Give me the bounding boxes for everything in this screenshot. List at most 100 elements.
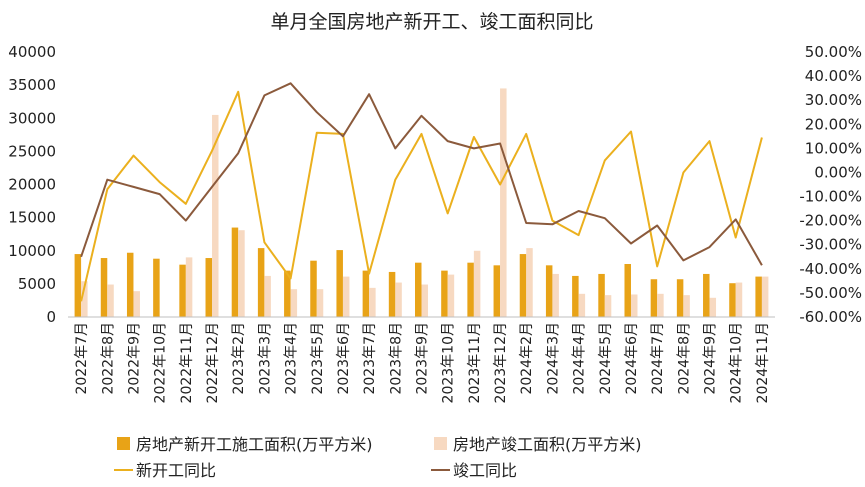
- bar-new-start-area: [153, 258, 160, 317]
- bar-completed-area: [133, 291, 140, 317]
- left-tick-label: 5000: [18, 275, 56, 293]
- bar-new-start-area: [179, 264, 186, 317]
- x-tick-label: 2022年8月: [100, 322, 116, 395]
- bar-new-start-area: [467, 262, 474, 317]
- left-tick-label: 20000: [8, 176, 56, 194]
- bar-new-start-area: [676, 279, 684, 317]
- legend-swatch-new-start-area: [117, 437, 130, 450]
- bar-new-start-area: [310, 260, 317, 317]
- legend-label-new-start-area: 房地产新开工施工面积(万平方米): [136, 435, 373, 454]
- bar-new-start-area: [650, 279, 658, 317]
- x-tick-label: 2023年3月: [257, 322, 273, 395]
- bar-completed-area: [526, 248, 533, 317]
- bar-new-start-area: [388, 271, 396, 317]
- right-tick-label: 20.00%: [805, 115, 862, 133]
- right-tick-label: -60.00%: [799, 308, 862, 326]
- legend-label-completion-yoy: 竣工同比: [453, 461, 517, 480]
- bar-completed-area: [657, 293, 664, 317]
- x-tick-label: 2022年11月: [179, 322, 195, 403]
- legend-swatch-completed-area: [434, 437, 447, 450]
- bar-completed-area: [185, 257, 193, 317]
- x-tick-label: 2023年8月: [388, 322, 404, 395]
- legend-label-completed-area: 房地产竣工面积(万平方米): [453, 435, 642, 454]
- x-tick-label: 2024年6月: [624, 322, 640, 395]
- right-tick-label: 30.00%: [805, 91, 862, 109]
- x-tick-label: 2024年4月: [572, 322, 588, 395]
- bar-new-start-area: [415, 262, 422, 317]
- bar-completed-area: [290, 289, 298, 317]
- x-tick-label: 2023年4月: [284, 322, 300, 395]
- x-tick-label: 2024年10月: [729, 322, 745, 403]
- x-tick-label: 2022年7月: [74, 322, 90, 395]
- bar-new-start-area: [284, 270, 291, 317]
- left-tick-label: 25000: [8, 142, 56, 160]
- bar-completed-area: [552, 273, 559, 317]
- bar-completed-area: [630, 294, 638, 317]
- x-tick-label: 2023年11月: [467, 322, 483, 403]
- right-tick-label: -10.00%: [799, 188, 862, 206]
- legend-label-new-start-yoy: 新开工同比: [136, 461, 216, 480]
- bar-completed-area: [264, 275, 271, 317]
- bar-new-start-area: [598, 273, 605, 317]
- bar-new-start-area: [205, 258, 213, 317]
- x-tick-label: 2023年2月: [231, 322, 247, 395]
- bar-completed-area: [395, 282, 402, 317]
- bar-completed-area: [447, 274, 455, 317]
- right-tick-label: -40.00%: [799, 260, 862, 278]
- x-tick-label: 2022年9月: [126, 322, 142, 395]
- chart-title: 单月全国房地产新开工、竣工面积同比: [270, 11, 593, 33]
- x-tick-label: 2024年8月: [676, 322, 692, 395]
- bar-new-start-area: [74, 254, 82, 317]
- bar-new-start-area: [519, 254, 527, 317]
- right-tick-label: 50.00%: [805, 43, 862, 61]
- bar-new-start-area: [441, 270, 448, 317]
- bar-completed-area: [578, 293, 586, 317]
- x-tick-label: 2024年11月: [755, 322, 771, 403]
- x-tick-label: 2022年10月: [153, 322, 169, 403]
- bar-completed-area: [107, 284, 114, 317]
- bar-completed-area: [421, 284, 428, 317]
- x-tick-label: 2023年12月: [493, 322, 509, 403]
- bar-new-start-area: [362, 270, 370, 317]
- right-tick-label: -20.00%: [799, 212, 862, 230]
- bar-completed-area: [604, 295, 612, 317]
- bar-completed-area: [316, 289, 324, 317]
- bar-new-start-area: [545, 265, 553, 317]
- line-series: [80, 82, 763, 302]
- bar-completed-area: [683, 295, 690, 317]
- x-tick-label: 2023年10月: [441, 322, 457, 403]
- x-tick-label: 2024年7月: [650, 322, 666, 395]
- left-tick-label: 30000: [8, 109, 56, 127]
- x-axis: 2022年7月 2022年8月 2022年9月 2022年10月 2022年11月 202…: [74, 322, 771, 403]
- bar-completed-area: [81, 281, 88, 317]
- bar-new-start-area: [336, 250, 343, 317]
- bar-new-start-area: [100, 258, 108, 317]
- bar-new-start-area: [231, 227, 239, 317]
- x-tick-label: 2023年5月: [310, 322, 326, 395]
- x-tick-label: 2024年3月: [545, 322, 561, 395]
- right-tick-label: -50.00%: [799, 284, 862, 302]
- bar-completed-area: [709, 297, 717, 317]
- left-tick-label: 0: [46, 308, 56, 326]
- x-tick-label: 2024年2月: [519, 322, 535, 395]
- x-tick-label: 2023年6月: [336, 322, 352, 395]
- bar-completed-area: [473, 250, 481, 317]
- bar-new-start-area: [729, 283, 736, 317]
- x-tick-label: 2023年7月: [362, 322, 378, 395]
- x-tick-label: 2024年9月: [703, 322, 719, 395]
- bar-new-start-area: [755, 276, 762, 317]
- bar-completed-area: [342, 276, 350, 317]
- bar-completed-area: [238, 230, 245, 317]
- bar-new-start-area: [257, 248, 265, 317]
- x-tick-label: 2023年9月: [415, 322, 431, 395]
- bar-new-start-area: [493, 265, 501, 317]
- line-completion-yoy: [80, 82, 763, 266]
- bar-new-start-area: [572, 275, 579, 317]
- left-tick-label: 35000: [8, 76, 56, 94]
- left-tick-label: 15000: [8, 209, 56, 227]
- x-tick-label: 2024年5月: [598, 322, 614, 395]
- left-axis: 0 5000 10000 15000 20000 25000 30000 35000 40000: [8, 43, 56, 326]
- bar-completed-area: [761, 276, 769, 317]
- right-tick-label: 40.00%: [805, 67, 862, 85]
